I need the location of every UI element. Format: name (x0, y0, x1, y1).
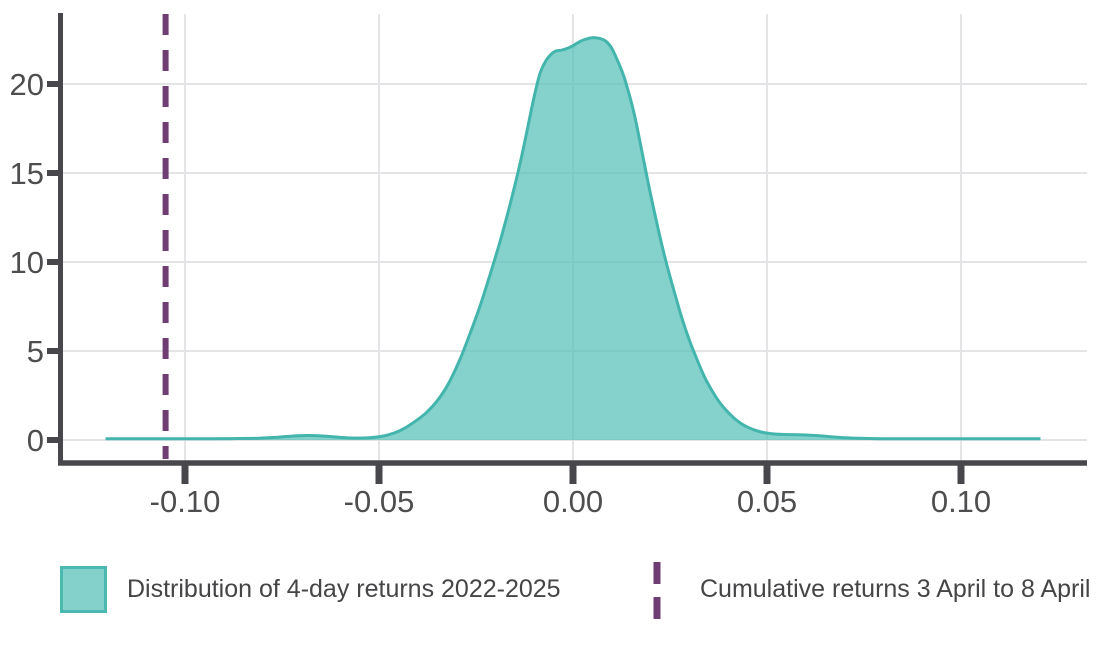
y-tick-label: 15 (10, 156, 44, 191)
x-tick-label: -0.10 (150, 484, 221, 519)
x-tick-label: 0.00 (543, 484, 603, 519)
legend-area-swatch (60, 566, 107, 613)
x-tick-label: 0.10 (931, 484, 991, 519)
y-tick-label: 10 (10, 245, 44, 280)
legend-dashed-line-swatch (653, 562, 661, 624)
y-tick-label: 0 (27, 423, 44, 458)
y-tick-label: 5 (27, 334, 44, 369)
density-area (105, 37, 1041, 440)
x-tick-label: -0.05 (344, 484, 415, 519)
legend-label-distribution: Distribution of 4-day returns 2022-2025 (127, 575, 561, 603)
density-curve (105, 36, 1041, 441)
x-tick-label: 0.05 (737, 484, 797, 519)
y-tick-label: 20 (10, 67, 44, 102)
legend-label-cumulative: Cumulative returns 3 April to 8 April (700, 575, 1091, 603)
